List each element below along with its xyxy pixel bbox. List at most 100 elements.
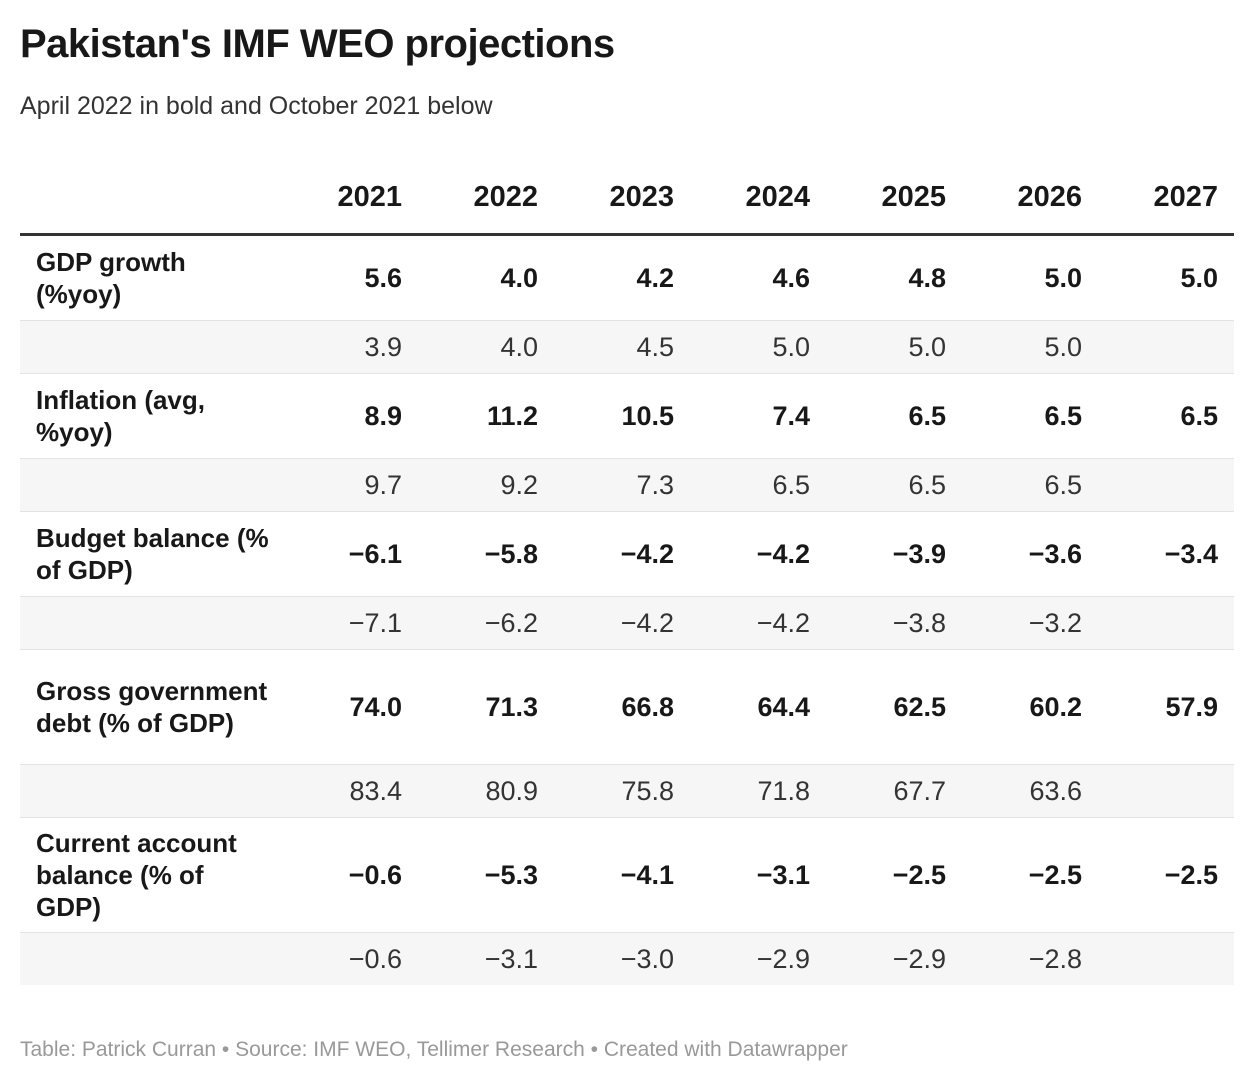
table-cell: 6.5 xyxy=(962,373,1098,459)
table-cell: 5.0 xyxy=(962,320,1098,374)
row-label xyxy=(20,764,282,818)
table-cell: 5.6 xyxy=(282,234,418,321)
table-cell: 64.4 xyxy=(690,649,826,765)
chart-footer: Table: Patrick Curran • Source: IMF WEO,… xyxy=(20,1038,848,1061)
column-header: 2025 xyxy=(826,162,962,236)
table-cell: 4.8 xyxy=(826,234,962,321)
row-label xyxy=(20,320,282,374)
table-row: GDP growth (%yoy) 5.6 4.0 4.2 4.6 4.8 5.… xyxy=(20,234,1234,321)
table-row: Budget balance (% of GDP) −6.1 −5.8 −4.2… xyxy=(20,511,1234,597)
table-cell: −0.6 xyxy=(282,817,418,933)
table-cell: −4.2 xyxy=(690,511,826,597)
row-label: Budget balance (% of GDP) xyxy=(20,511,282,597)
table-cell: 6.5 xyxy=(690,458,826,512)
table-cell: 57.9 xyxy=(1098,649,1234,765)
table-cell: 63.6 xyxy=(962,764,1098,818)
table-cell: −7.1 xyxy=(282,596,418,650)
table-cell: −3.4 xyxy=(1098,511,1234,597)
row-label xyxy=(20,458,282,512)
table-cell: −5.3 xyxy=(418,817,554,933)
table-cell: 8.9 xyxy=(282,373,418,459)
column-header: 2024 xyxy=(690,162,826,236)
table-cell: −4.2 xyxy=(554,511,690,597)
table-row: 83.4 80.9 75.8 71.8 67.7 63.6 xyxy=(20,764,1234,818)
table-cell: 74.0 xyxy=(282,649,418,765)
table-cell: 11.2 xyxy=(418,373,554,459)
row-label: Gross government debt (% of GDP) xyxy=(20,649,282,765)
row-label: GDP growth (%yoy) xyxy=(20,234,282,321)
table-cell: −2.5 xyxy=(962,817,1098,933)
table-cell: 80.9 xyxy=(418,764,554,818)
table-cell: 62.5 xyxy=(826,649,962,765)
table-cell: −2.5 xyxy=(826,817,962,933)
table-cell: −4.1 xyxy=(554,817,690,933)
table-cell: 6.5 xyxy=(826,373,962,459)
table-cell: −3.0 xyxy=(554,932,690,985)
table-cell: 4.6 xyxy=(690,234,826,321)
column-header: 2021 xyxy=(282,162,418,236)
table-cell: −3.2 xyxy=(962,596,1098,650)
table-cell: −6.2 xyxy=(418,596,554,650)
table-cell: −2.9 xyxy=(690,932,826,985)
row-label: Current account balance (% of GDP) xyxy=(20,817,282,933)
table-cell: 75.8 xyxy=(554,764,690,818)
table-cell: −3.9 xyxy=(826,511,962,597)
table-cell: 5.0 xyxy=(962,234,1098,321)
row-label xyxy=(20,932,282,985)
column-header: 2022 xyxy=(418,162,554,236)
table-cell: 5.0 xyxy=(690,320,826,374)
table-cell: −5.8 xyxy=(418,511,554,597)
table-cell: −2.5 xyxy=(1098,817,1234,933)
column-header: 2026 xyxy=(962,162,1098,236)
table-cell: −4.2 xyxy=(554,596,690,650)
table-cell: −3.8 xyxy=(826,596,962,650)
table-cell: 4.5 xyxy=(554,320,690,374)
table-row: 9.7 9.2 7.3 6.5 6.5 6.5 xyxy=(20,458,1234,512)
row-label: Inflation (avg, %yoy) xyxy=(20,373,282,459)
table-cell: 4.0 xyxy=(418,320,554,374)
column-header: 2027 xyxy=(1098,162,1234,236)
table-cell: 4.2 xyxy=(554,234,690,321)
column-header: 2023 xyxy=(554,162,690,236)
table-cell: 10.5 xyxy=(554,373,690,459)
data-table: 2021 2022 2023 2024 2025 2026 2027 GDP g… xyxy=(20,162,1234,985)
table-row: −0.6 −3.1 −3.0 −2.9 −2.9 −2.8 xyxy=(20,932,1234,985)
table-cell: 7.3 xyxy=(554,458,690,512)
table-cell: 66.8 xyxy=(554,649,690,765)
table-cell: −4.2 xyxy=(690,596,826,650)
table-cell: −2.9 xyxy=(826,932,962,985)
table-cell: −3.1 xyxy=(418,932,554,985)
table-cell: 6.5 xyxy=(826,458,962,512)
table-row: Inflation (avg, %yoy) 8.9 11.2 10.5 7.4 … xyxy=(20,373,1234,459)
chart-subtitle: April 2022 in bold and October 2021 belo… xyxy=(20,92,493,120)
table-row: 3.9 4.0 4.5 5.0 5.0 5.0 xyxy=(20,320,1234,374)
table-cell: 71.8 xyxy=(690,764,826,818)
table-cell xyxy=(1098,320,1234,374)
table-row: Gross government debt (% of GDP) 74.0 71… xyxy=(20,649,1234,765)
table-cell: 3.9 xyxy=(282,320,418,374)
table-cell: −2.8 xyxy=(962,932,1098,985)
table-cell: 71.3 xyxy=(418,649,554,765)
header-row: 2021 2022 2023 2024 2025 2026 2027 xyxy=(20,162,1234,236)
table-cell: 5.0 xyxy=(1098,234,1234,321)
table-row: −7.1 −6.2 −4.2 −4.2 −3.8 −3.2 xyxy=(20,596,1234,650)
row-label xyxy=(20,596,282,650)
table-row: Current account balance (% of GDP) −0.6 … xyxy=(20,817,1234,933)
table-cell: 67.7 xyxy=(826,764,962,818)
table-cell xyxy=(1098,458,1234,512)
table-cell: 5.0 xyxy=(826,320,962,374)
table-cell: −3.1 xyxy=(690,817,826,933)
table-cell: 4.0 xyxy=(418,234,554,321)
table-cell: 6.5 xyxy=(962,458,1098,512)
table-cell: 60.2 xyxy=(962,649,1098,765)
table-cell: −3.6 xyxy=(962,511,1098,597)
chart-title: Pakistan's IMF WEO projections xyxy=(20,22,615,66)
table-cell: 83.4 xyxy=(282,764,418,818)
table-cell: 9.7 xyxy=(282,458,418,512)
table-cell xyxy=(1098,596,1234,650)
column-header xyxy=(20,162,282,236)
table-cell xyxy=(1098,932,1234,985)
table-cell: −0.6 xyxy=(282,932,418,985)
table-cell: 6.5 xyxy=(1098,373,1234,459)
